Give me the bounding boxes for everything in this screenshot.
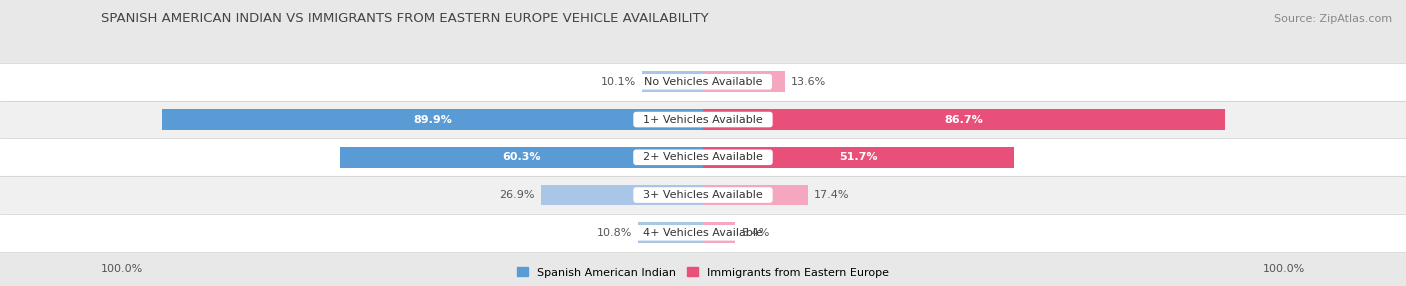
Text: 10.8%: 10.8% <box>596 228 631 238</box>
Bar <box>340 147 703 168</box>
Bar <box>643 72 703 92</box>
Bar <box>703 185 807 205</box>
Text: SPANISH AMERICAN INDIAN VS IMMIGRANTS FROM EASTERN EUROPE VEHICLE AVAILABILITY: SPANISH AMERICAN INDIAN VS IMMIGRANTS FR… <box>101 12 709 25</box>
Text: 60.3%: 60.3% <box>502 152 541 162</box>
Text: Source: ZipAtlas.com: Source: ZipAtlas.com <box>1274 14 1392 24</box>
Text: 4+ Vehicles Available: 4+ Vehicles Available <box>636 228 770 238</box>
Text: 86.7%: 86.7% <box>945 115 983 124</box>
Text: 17.4%: 17.4% <box>814 190 849 200</box>
Text: 1+ Vehicles Available: 1+ Vehicles Available <box>636 115 770 124</box>
Text: 100.0%: 100.0% <box>1263 264 1305 274</box>
Legend: Spanish American Indian, Immigrants from Eastern Europe: Spanish American Indian, Immigrants from… <box>517 267 889 278</box>
Bar <box>703 223 735 243</box>
Bar <box>703 109 1225 130</box>
Text: No Vehicles Available: No Vehicles Available <box>637 77 769 87</box>
Text: 13.6%: 13.6% <box>790 77 827 87</box>
Bar <box>703 72 785 92</box>
Text: 3+ Vehicles Available: 3+ Vehicles Available <box>636 190 770 200</box>
Text: 89.9%: 89.9% <box>413 115 451 124</box>
Text: 10.1%: 10.1% <box>600 77 636 87</box>
Bar <box>162 109 703 130</box>
Text: 26.9%: 26.9% <box>499 190 536 200</box>
Text: 5.4%: 5.4% <box>741 228 770 238</box>
Bar <box>541 185 703 205</box>
Text: 2+ Vehicles Available: 2+ Vehicles Available <box>636 152 770 162</box>
Bar <box>638 223 703 243</box>
Text: 100.0%: 100.0% <box>101 264 143 274</box>
Text: 51.7%: 51.7% <box>839 152 877 162</box>
Bar <box>703 147 1014 168</box>
